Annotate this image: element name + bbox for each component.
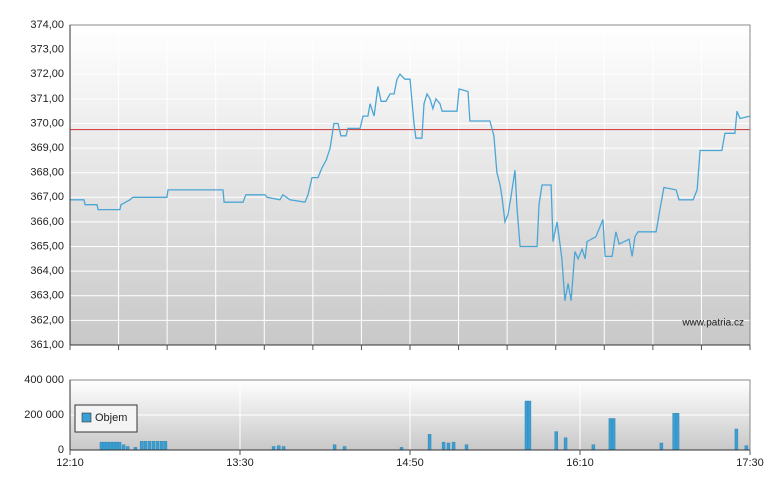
volume-bar [139,441,144,451]
volume-bar [125,446,130,451]
y-tick-label: 400 000 [24,374,64,386]
volume-bar [99,441,104,451]
volume-bar [446,442,451,451]
volume-bar [554,431,558,451]
volume-bar [121,444,126,451]
y-tick-label: 363,00 [30,290,64,302]
y-tick-label: 374,00 [30,19,64,31]
y-tick-label: 367,00 [30,191,64,203]
y-tick-label: 365,00 [30,240,64,252]
y-tick-label: 364,00 [30,265,64,277]
volume-bar [163,441,168,451]
legend-swatch [81,412,92,423]
volume-bar [102,441,107,451]
volume-bar [281,446,286,451]
volume-bar [524,400,529,451]
y-tick-label: 368,00 [30,167,64,179]
volume-bar [427,434,432,451]
y-tick-label: 372,00 [30,68,64,80]
volume-bar [342,446,347,451]
volume-bar [734,428,739,451]
volume-bar [441,441,446,451]
x-tick-label: 14:50 [396,457,424,469]
x-tick-label: 16:10 [566,457,594,469]
volume-bar [117,441,122,451]
volume-bar [464,444,469,451]
volume-bar [159,441,164,451]
y-tick-label: 366,00 [30,216,64,228]
legend-label: Objem [95,412,127,424]
volume-bar [111,441,116,451]
volume-bar [608,418,613,451]
volume-bar [332,444,337,451]
watermark: www.patria.cz [681,318,744,329]
volume-bar [108,441,113,451]
y-tick-label: 370,00 [30,117,64,129]
volume-bar [611,418,616,451]
volume-bar [563,437,568,451]
y-tick-label: 369,00 [30,142,64,154]
volume-bar [271,446,276,451]
x-tick-label: 12:10 [56,457,84,469]
volume-bar [143,441,148,451]
volume-bar [744,445,749,451]
x-tick-label: 17:30 [736,457,764,469]
volume-bar [527,400,532,451]
y-tick-label: 361,00 [30,339,64,351]
volume-bar [659,442,664,451]
legend: Objem [74,404,138,433]
volume-bar [114,441,119,451]
y-tick-label: 200 000 [24,409,64,421]
y-tick-label: 371,00 [30,93,64,105]
volume-bar [151,441,156,451]
volume-bar [672,413,676,451]
volume-bar [451,441,456,451]
volume-bar [155,441,160,451]
y-tick-label: 373,00 [30,44,64,56]
volume-bar [147,441,152,451]
y-tick-label: 0 [58,444,64,456]
y-tick-label: 362,00 [30,314,64,326]
x-tick-label: 13:30 [226,457,254,469]
volume-bar [276,445,281,451]
volume-bar [591,444,596,451]
volume-bar [105,441,110,451]
volume-bar [675,413,680,451]
price-line [70,73,751,301]
